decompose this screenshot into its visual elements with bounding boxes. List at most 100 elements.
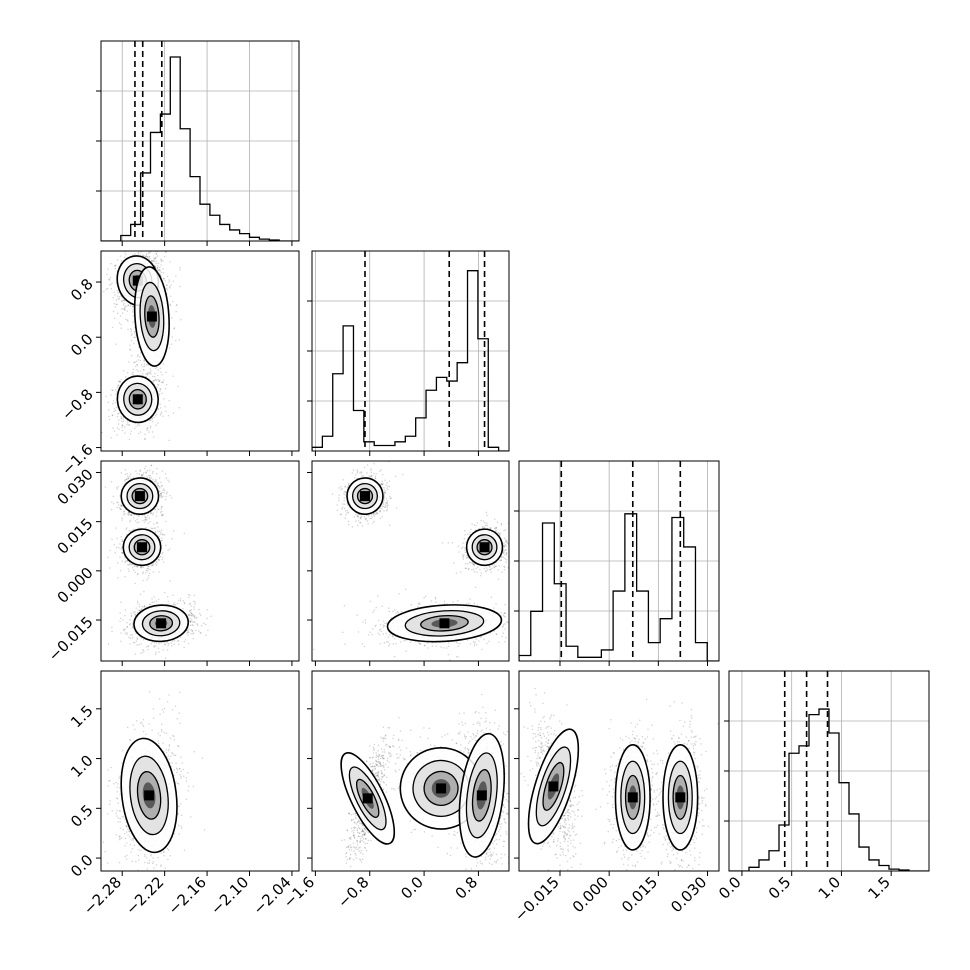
sample-point	[120, 504, 122, 506]
sample-point	[145, 373, 147, 375]
sample-point	[148, 431, 150, 433]
sample-point	[386, 504, 388, 507]
sample-point	[116, 415, 119, 418]
sample-point	[161, 514, 164, 517]
sample-point	[150, 512, 152, 514]
panel-2-0	[96, 460, 300, 666]
sample-point	[149, 475, 151, 477]
sample-point	[143, 472, 145, 474]
sample-point	[127, 513, 129, 515]
sample-point	[108, 409, 110, 411]
sample-point	[151, 421, 154, 423]
sample-point	[192, 613, 194, 616]
sample-point	[132, 309, 134, 311]
sample-point	[116, 295, 119, 297]
sample-point	[117, 562, 119, 564]
sample-point	[127, 477, 129, 479]
sample-point	[162, 415, 164, 417]
sample-point	[132, 315, 134, 317]
sample-point	[156, 467, 158, 470]
sample-point	[150, 477, 153, 479]
sample-point	[101, 431, 103, 434]
sample-point	[360, 471, 362, 473]
sample-point	[389, 496, 391, 498]
sample-point	[125, 478, 127, 481]
sample-point	[138, 644, 140, 646]
sample-point	[130, 340, 133, 342]
sample-point	[146, 564, 148, 567]
sample-point	[382, 505, 385, 507]
sample-point	[359, 472, 361, 474]
sample-point	[141, 373, 144, 375]
sample-point	[121, 547, 123, 549]
sample-point	[170, 343, 173, 345]
sample-point	[117, 292, 119, 294]
sample-point	[99, 318, 100, 319]
sample-point	[155, 260, 157, 262]
sample-point	[149, 419, 151, 422]
sample-point	[116, 259, 119, 261]
sample-point	[118, 296, 120, 298]
sample-point	[165, 477, 168, 479]
sample-point	[157, 647, 160, 649]
sample-point	[155, 645, 157, 647]
sample-point	[160, 371, 162, 373]
sample-point	[153, 383, 155, 386]
sample-point	[143, 365, 146, 368]
sample-point	[357, 524, 359, 527]
sample-point	[189, 594, 191, 596]
sample-point	[164, 592, 166, 594]
sample-point	[157, 384, 160, 386]
sample-point	[132, 321, 134, 323]
sample-point	[98, 420, 99, 421]
sample-point	[129, 637, 132, 639]
sample-point	[117, 504, 120, 506]
sample-point	[189, 620, 191, 622]
sample-point	[366, 472, 368, 474]
sample-point	[155, 481, 157, 483]
sample-point	[148, 474, 150, 477]
sample-point	[151, 565, 153, 567]
sample-point	[157, 378, 159, 381]
sample-point	[110, 288, 112, 290]
sample-point	[158, 485, 160, 488]
sample-point	[144, 467, 146, 470]
sample-point	[140, 254, 142, 257]
sample-point	[160, 493, 162, 495]
sample-point	[157, 374, 159, 377]
sample-point	[150, 527, 152, 529]
panel-frame	[100, 40, 300, 242]
panel-1-0	[96, 247, 300, 456]
sample-point	[362, 475, 364, 477]
sample-point	[158, 393, 161, 396]
sample-point	[159, 403, 161, 405]
sample-point	[107, 268, 109, 270]
sample-point	[145, 255, 147, 257]
sample-point	[157, 508, 159, 510]
sample-point	[121, 424, 123, 426]
sample-point	[160, 275, 162, 277]
sample-point	[112, 296, 114, 299]
sample-point	[345, 491, 347, 493]
sample-point	[169, 287, 171, 289]
sample-point	[151, 431, 154, 433]
sample-point	[169, 548, 171, 550]
sample-point	[132, 247, 133, 248]
sample-point	[134, 520, 137, 522]
sample-point	[359, 522, 362, 524]
sample-point	[156, 268, 158, 270]
sample-point	[149, 368, 151, 370]
sample-point	[136, 363, 138, 366]
sample-point	[189, 610, 191, 612]
sample-point	[179, 269, 181, 271]
sample-point	[206, 609, 208, 611]
sample-point	[119, 495, 121, 497]
sample-point	[116, 506, 118, 509]
sample-point	[190, 609, 193, 611]
sample-point	[149, 419, 152, 421]
sample-point	[149, 427, 152, 429]
sample-point	[167, 549, 169, 552]
sample-point	[386, 501, 388, 504]
sample-point	[151, 598, 153, 600]
sample-point	[142, 519, 144, 522]
